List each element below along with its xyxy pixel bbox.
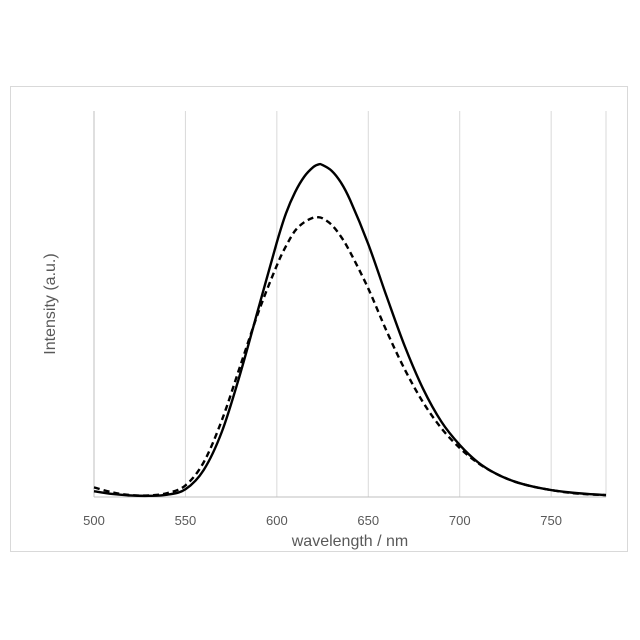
x-tick-label-600: 600 (266, 513, 288, 528)
x-tick-label-550: 550 (175, 513, 197, 528)
x-tick-label-700: 700 (449, 513, 471, 528)
axes (94, 111, 606, 497)
spectrum-chart: 500 550 600 650 700 750 wavelength / nm Inten… (11, 87, 627, 551)
series-solid-line (94, 164, 606, 496)
chart-frame: 500 550 600 650 700 750 wavelength / nm Inten… (10, 86, 628, 552)
x-tick-label-500: 500 (83, 513, 105, 528)
y-axis-title: Intensity (a.u.) (42, 253, 59, 354)
series-dashed-line (94, 217, 606, 496)
x-tick-label-650: 650 (357, 513, 379, 528)
gridlines (185, 111, 606, 497)
x-axis-title: wavelength / nm (291, 533, 409, 550)
x-tick-label-750: 750 (540, 513, 562, 528)
x-tick-labels: 500 550 600 650 700 750 (83, 513, 562, 528)
series-group (94, 164, 606, 496)
